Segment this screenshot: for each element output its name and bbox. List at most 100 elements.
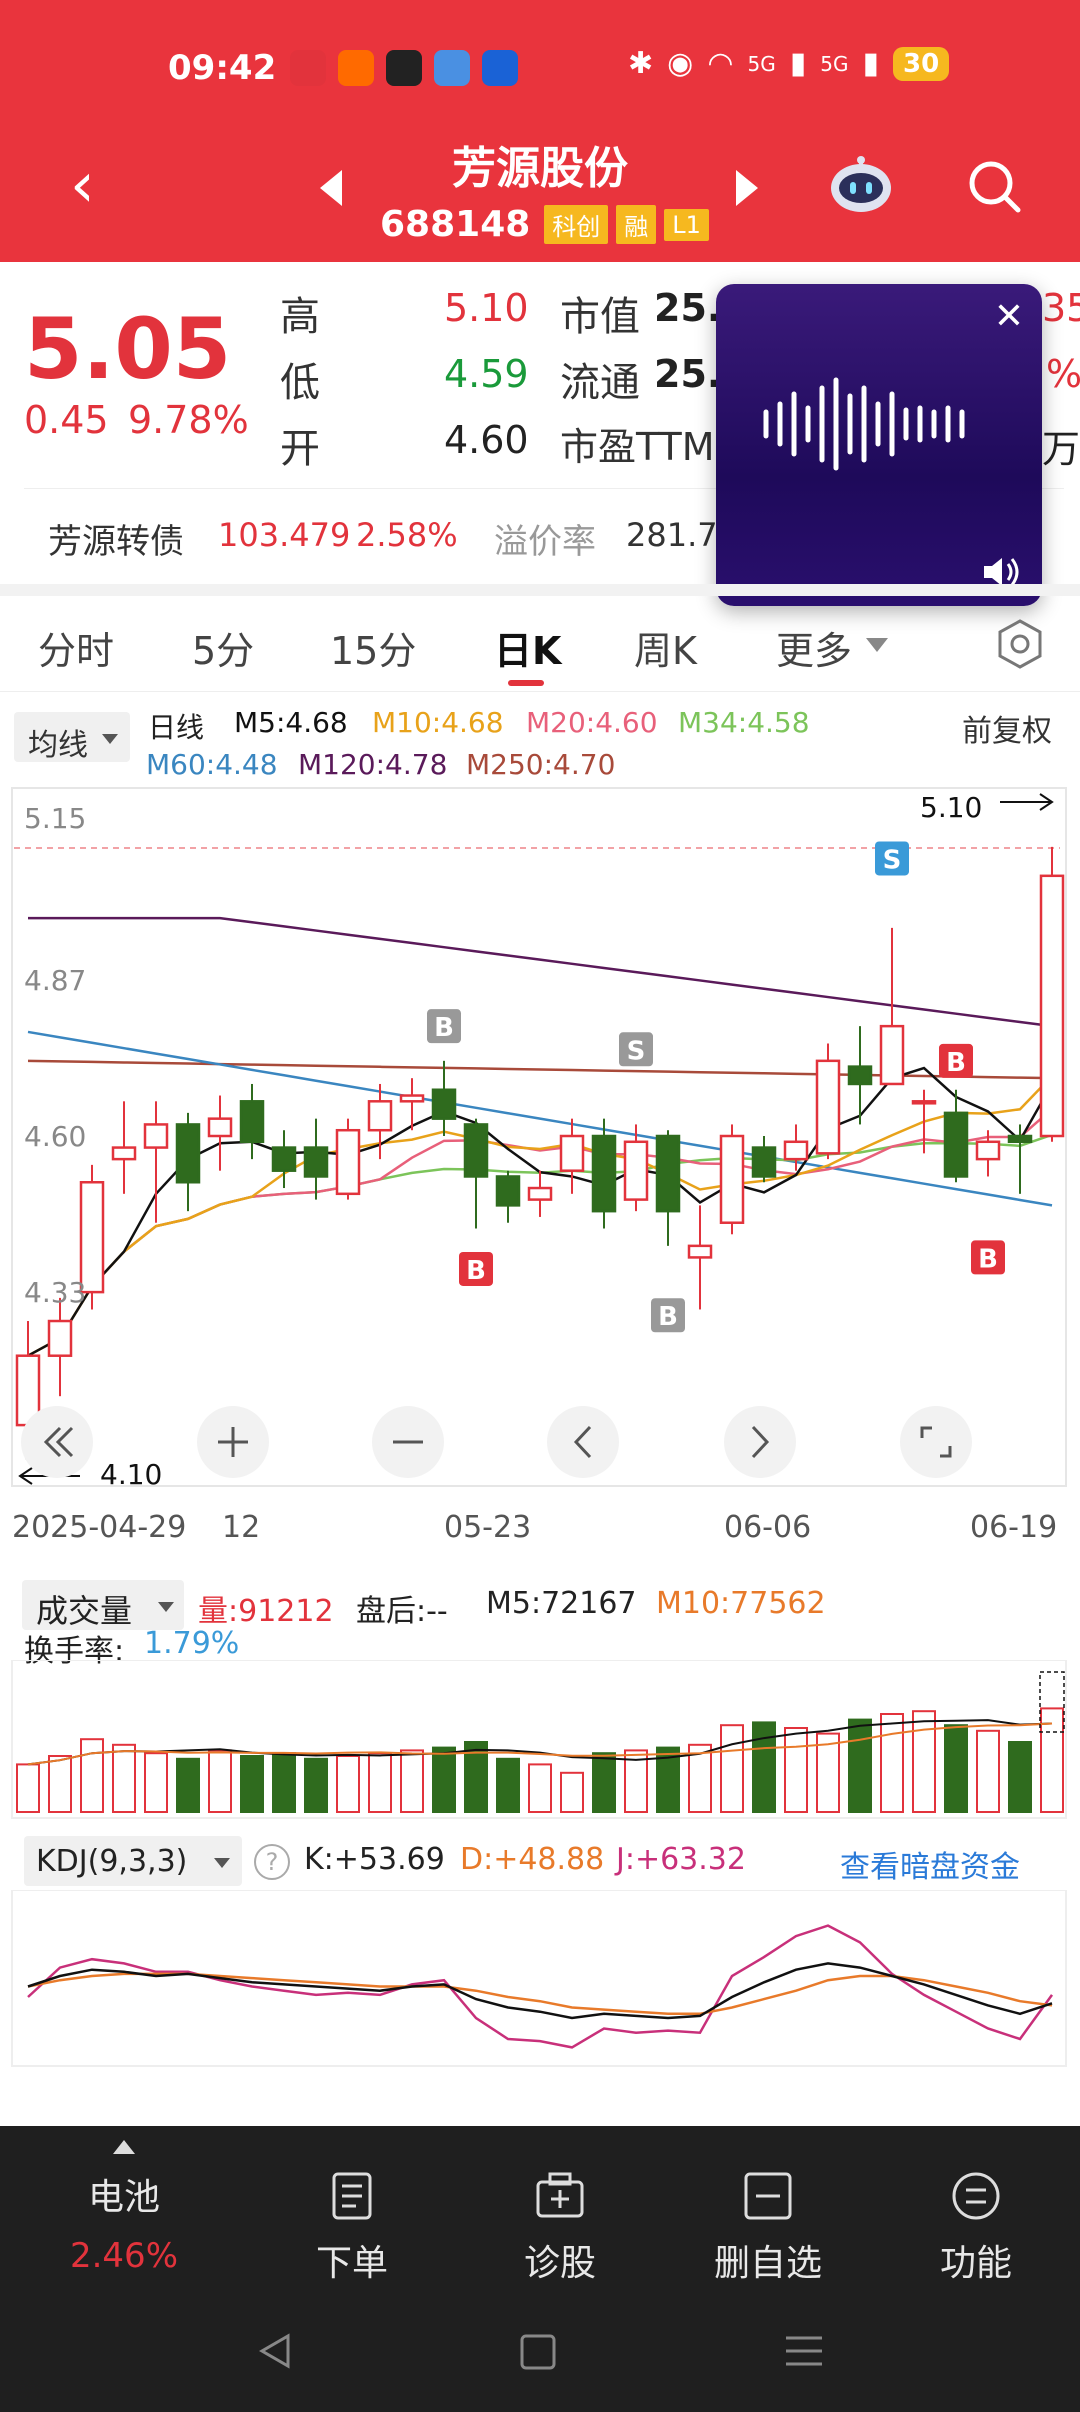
scroll-left-fast-button[interactable] bbox=[21, 1406, 93, 1478]
candle-up[interactable] bbox=[47, 1319, 73, 1357]
volume-value: 量:91212 bbox=[198, 1594, 334, 1629]
tab-5min[interactable]: 5分 bbox=[192, 629, 255, 673]
buy-marker[interactable] bbox=[651, 1298, 685, 1333]
speaker-icon[interactable] bbox=[980, 550, 1024, 594]
volume-bar bbox=[368, 1752, 392, 1813]
order-button[interactable]: 下单 bbox=[252, 2146, 452, 2286]
candle-up[interactable] bbox=[367, 1100, 393, 1132]
delete-watchlist-label: 删自选 bbox=[713, 2243, 822, 2284]
candle-up[interactable] bbox=[111, 1146, 137, 1161]
zoom-out-button[interactable] bbox=[372, 1406, 444, 1478]
y-tick-label: 5.15 bbox=[24, 802, 86, 835]
candle-down[interactable] bbox=[655, 1134, 681, 1213]
candle-down[interactable] bbox=[591, 1134, 617, 1213]
candle-up[interactable] bbox=[719, 1134, 745, 1224]
candle-down[interactable] bbox=[303, 1146, 329, 1178]
candle-up[interactable] bbox=[623, 1140, 649, 1201]
voice-assistant-popup[interactable]: ✕ bbox=[716, 284, 1042, 606]
candle-up[interactable] bbox=[911, 1100, 937, 1105]
candle-up[interactable] bbox=[335, 1128, 361, 1196]
volume-bar bbox=[1008, 1741, 1032, 1813]
candle-up[interactable] bbox=[815, 1059, 841, 1155]
scroll-left-button[interactable] bbox=[547, 1406, 619, 1478]
system-home-icon[interactable] bbox=[520, 2334, 556, 2370]
search-icon[interactable] bbox=[964, 156, 1024, 216]
adjust-mode[interactable]: 前复权 bbox=[962, 714, 1052, 749]
buy-marker[interactable] bbox=[939, 1043, 973, 1078]
candle-up[interactable] bbox=[207, 1117, 233, 1138]
candle-down[interactable] bbox=[495, 1175, 521, 1207]
next-stock-icon[interactable] bbox=[736, 170, 758, 206]
sell-marker[interactable] bbox=[619, 1032, 653, 1067]
kdj-chart[interactable] bbox=[0, 1890, 1080, 2070]
convertible-bond-label[interactable]: 芳源转债 bbox=[48, 522, 184, 562]
candle-down[interactable] bbox=[943, 1111, 969, 1178]
candle-up[interactable] bbox=[879, 1024, 905, 1086]
ma34-value: M34:4.58 bbox=[678, 706, 810, 739]
candle-up[interactable] bbox=[559, 1134, 585, 1172]
x-axis-label: 06-19 bbox=[970, 1510, 1058, 1545]
buy-marker[interactable] bbox=[459, 1251, 493, 1286]
mcap-label: 市值 bbox=[560, 294, 640, 340]
volume-m10: M10:77562 bbox=[656, 1586, 826, 1621]
robot-assistant-icon[interactable] bbox=[826, 150, 896, 220]
diagnose-label: 诊股 bbox=[523, 2243, 596, 2284]
candle-down[interactable] bbox=[751, 1146, 777, 1178]
system-menu-icon[interactable] bbox=[786, 2336, 822, 2366]
tab-15min[interactable]: 15分 bbox=[330, 629, 417, 673]
buy-marker[interactable] bbox=[971, 1240, 1005, 1275]
back-icon[interactable]: ‹ bbox=[70, 148, 95, 221]
delete-watchlist-button[interactable]: 删自选 bbox=[668, 2146, 868, 2286]
close-icon[interactable]: ✕ bbox=[993, 296, 1024, 337]
help-icon[interactable]: ? bbox=[254, 1844, 290, 1880]
previous-stock-icon[interactable] bbox=[320, 170, 342, 206]
candle-up[interactable] bbox=[687, 1244, 713, 1259]
candle-up[interactable] bbox=[79, 1181, 105, 1294]
settings-icon[interactable] bbox=[994, 618, 1046, 670]
volume-bar bbox=[240, 1755, 264, 1813]
buy-marker[interactable] bbox=[427, 1009, 461, 1044]
function-button[interactable]: 功能 bbox=[876, 2146, 1076, 2286]
price-change-pct: 9.78% bbox=[128, 398, 249, 442]
ma-selector[interactable]: 均线 bbox=[14, 712, 130, 763]
open-label: 开 bbox=[280, 426, 320, 472]
app-icon bbox=[386, 50, 422, 86]
candle-down[interactable] bbox=[1007, 1134, 1033, 1144]
battery-sector-button[interactable]: 电池 2.46% bbox=[24, 2126, 224, 2276]
candle-down[interactable] bbox=[847, 1065, 873, 1086]
candle-up[interactable] bbox=[1039, 874, 1065, 1138]
diagnose-button[interactable]: 诊股 bbox=[460, 2146, 660, 2286]
volume-chart[interactable] bbox=[0, 1660, 1080, 1820]
candle-down[interactable] bbox=[463, 1123, 489, 1178]
volume-selector[interactable]: 成交量 bbox=[22, 1580, 184, 1630]
volume-bar bbox=[464, 1741, 488, 1813]
turnover-label: 换手率: bbox=[24, 1634, 125, 1669]
candle-up[interactable] bbox=[783, 1140, 809, 1161]
candle-down[interactable] bbox=[271, 1146, 297, 1172]
stock-code-line: 688148 科创 融 L1 bbox=[380, 204, 709, 245]
volume-bar bbox=[880, 1713, 904, 1813]
system-navigation-bar bbox=[258, 2333, 822, 2370]
tab-daily-k[interactable]: 日K bbox=[494, 629, 562, 673]
candle-up[interactable] bbox=[143, 1123, 169, 1149]
tab-more[interactable]: 更多 bbox=[776, 629, 853, 673]
zoom-in-button[interactable] bbox=[197, 1406, 269, 1478]
candle-up[interactable] bbox=[975, 1140, 1001, 1161]
candle-down[interactable] bbox=[431, 1088, 457, 1120]
candle-down[interactable] bbox=[239, 1100, 265, 1144]
system-back-icon[interactable] bbox=[258, 2333, 290, 2369]
battery-sector-pct: 2.46% bbox=[69, 2236, 178, 2276]
candle-up[interactable] bbox=[527, 1186, 553, 1201]
fullscreen-button[interactable] bbox=[900, 1406, 972, 1478]
tab-intraday[interactable]: 分时 bbox=[38, 629, 115, 673]
sell-marker[interactable] bbox=[875, 841, 909, 876]
volume-bar bbox=[624, 1749, 648, 1813]
candle-up[interactable] bbox=[399, 1094, 425, 1103]
kdj-selector[interactable]: KDJ(9,3,3) bbox=[24, 1836, 242, 1886]
scroll-right-button[interactable] bbox=[724, 1406, 796, 1478]
candle-down[interactable] bbox=[175, 1123, 201, 1184]
tab-weekly-k[interactable]: 周K bbox=[634, 629, 697, 673]
dark-pool-link[interactable]: 查看暗盘资金 bbox=[840, 1850, 1020, 1885]
tag-level1: L1 bbox=[664, 208, 709, 241]
